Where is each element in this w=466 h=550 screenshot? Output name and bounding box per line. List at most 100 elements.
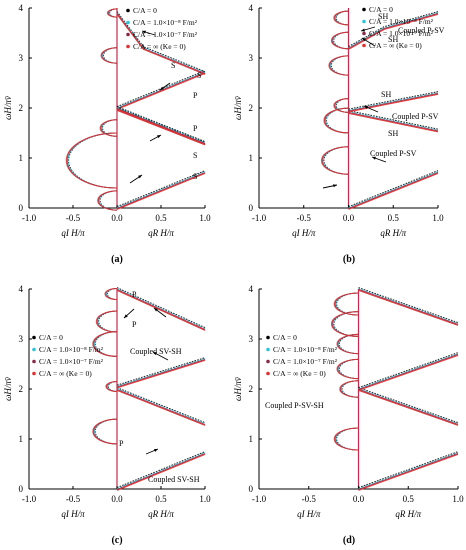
branch-annotation: P (193, 91, 198, 100)
imaginary-loop-4-variant-3 (330, 31, 349, 50)
imaginary-loop-2-variant-3 (336, 358, 359, 380)
legend-marker (266, 359, 270, 364)
dispersion-branch-1-variant-2 (358, 388, 459, 425)
imaginary-loop-0-variant-2 (98, 190, 118, 211)
y-tick-label: 1 (249, 153, 254, 163)
branch-annotation: Coupled P-SV (392, 112, 439, 121)
dispersion-branch-2-variant-3 (116, 359, 206, 389)
y-tick-label: 2 (249, 103, 254, 113)
legend-marker (32, 347, 36, 352)
arrow-head (138, 175, 142, 179)
dispersion-branch-0-variant-0 (358, 451, 459, 489)
imaginary-loop-3-variant-0 (102, 47, 118, 64)
y-tick-label: 0 (19, 484, 24, 494)
dispersion-branch-2-variant-3 (358, 354, 459, 391)
dispersion-branch-3-variant-1 (358, 288, 459, 325)
x-axis-label-imag: qI H/π (292, 228, 316, 238)
dispersion-branch-1-variant-1 (116, 388, 206, 425)
branch-annotation: Coupled P-SV (398, 26, 445, 35)
imaginary-loop-3-variant-2 (101, 47, 118, 64)
dispersion-branch-2-variant-0 (116, 70, 206, 108)
dispersion-branch-1-variant-0 (116, 387, 206, 424)
x-axis-label-imag: qI H/π (297, 509, 321, 519)
legend-entry: C/A = 1.0×10⁻⁸ F/m² (369, 17, 434, 26)
y-tick-label: 2 (249, 384, 254, 394)
y-tick-label: 4 (249, 3, 254, 13)
imaginary-loop-1-variant-3 (65, 132, 118, 189)
legend-entry: C/A = 1.0×10⁻⁸ F/m² (273, 345, 338, 354)
dispersion-branch-0-variant-3 (348, 172, 439, 210)
y-tick-label: 3 (19, 53, 24, 63)
imaginary-loop-5-variant-2 (334, 10, 349, 26)
legend-entry: C/A = 0 (369, 5, 393, 14)
imaginary-loop-5-variant-3 (333, 10, 349, 26)
imaginary-loop-3-variant-1 (338, 333, 359, 355)
x-tick-label: 1.0 (432, 213, 444, 223)
branch-annotation: S (171, 61, 175, 70)
imaginary-loop-3-variant-3 (336, 333, 359, 355)
dispersion-branch-3-variant-3 (358, 289, 459, 326)
dispersion-branch-1-variant-3 (358, 389, 459, 426)
imaginary-loop-0-variant-1 (335, 427, 359, 451)
branch-annotation: P (193, 124, 198, 133)
x-axis-label-real: qR H/π (148, 509, 174, 519)
legend-marker (126, 8, 130, 13)
branch-annotation: S (193, 172, 197, 181)
branch-annotation: SH (388, 35, 398, 44)
y-tick-label: 0 (249, 203, 254, 213)
dispersion-branch-3-variant-3 (348, 13, 439, 50)
arrow-head (154, 308, 158, 312)
y-tick-label: 0 (249, 484, 254, 494)
x-tick-label: 0.0 (343, 213, 355, 223)
imaginary-loop-0-variant-2 (334, 427, 359, 451)
imaginary-loop-0-variant-0 (323, 146, 349, 175)
dispersion-branch-0-variant-3 (358, 453, 459, 491)
imaginary-loop-4-variant-2 (331, 31, 349, 50)
x-tick-label: 1.0 (199, 494, 211, 504)
dispersion-branch-4-variant-3 (116, 14, 206, 75)
panel-label: (d) (343, 535, 355, 546)
imaginary-loop-1-variant-1 (340, 380, 359, 398)
y-tick-label: 4 (249, 284, 254, 294)
dispersion-branch-2-variant-0 (358, 352, 459, 389)
legend-entry: C/A = 1.0×10⁻⁷ F/m² (369, 29, 434, 38)
dispersion-branch-2-variant-1 (358, 353, 459, 390)
x-tick-label: -0.5 (302, 494, 317, 504)
dispersion-branch-1-variant-3 (116, 389, 206, 426)
branch-annotation: Coupled P-SV (370, 149, 417, 158)
x-axis-label-real: qR H/π (148, 228, 174, 238)
imaginary-loop-3-variant-2 (329, 55, 349, 76)
x-tick-label: -0.5 (66, 494, 81, 504)
arrow-head (364, 106, 368, 109)
legend-entry: C/A = 0 (39, 333, 63, 342)
dispersion-branch-3-variant-2 (358, 288, 459, 325)
legend-marker (362, 19, 366, 24)
x-axis-label-imag: qI H/π (61, 509, 85, 519)
branch-annotation: Coupled P-SV-SH (265, 401, 324, 410)
x-tick-label: -1.0 (22, 494, 37, 504)
imaginary-loop-0-variant-3 (92, 418, 118, 445)
dispersion-branch-0-variant-1 (358, 452, 459, 490)
dispersion-branch-3-variant-0 (358, 287, 459, 324)
y-tick-label: 3 (19, 334, 24, 344)
y-tick-label: 1 (19, 153, 24, 163)
arrow-head (157, 135, 161, 139)
x-tick-label: 1.0 (199, 213, 211, 223)
imaginary-loop-0-variant-3 (333, 427, 359, 451)
legend-entry: C/A = ∞ (Ke = 0) (273, 369, 326, 378)
branch-annotation: P (119, 439, 124, 448)
legend-marker (266, 335, 270, 340)
dispersion-branch-0-variant-2 (358, 452, 459, 490)
dispersion-branch-2-variant-1 (116, 358, 206, 387)
x-tick-label: 0.0 (111, 494, 123, 504)
x-tick-label: 0.5 (155, 494, 167, 504)
y-tick-label: 3 (249, 334, 254, 344)
arrow-head (142, 30, 146, 34)
arrow-head (333, 184, 337, 188)
imaginary-loop-0-variant-2 (321, 146, 349, 175)
legend-marker (266, 371, 270, 376)
imaginary-loop-0-variant-1 (98, 190, 118, 211)
imaginary-loop-0-variant-1 (93, 418, 118, 445)
dispersion-branch-4-variant-0 (116, 11, 206, 73)
dispersion-branch-1-variant-2 (348, 111, 439, 132)
